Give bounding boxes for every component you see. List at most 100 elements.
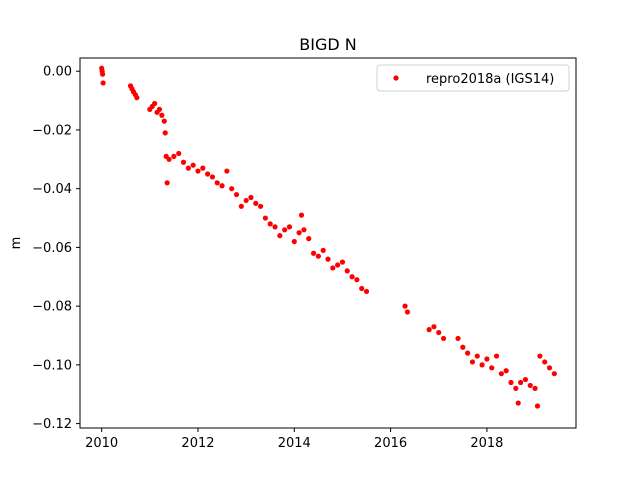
y-tick-label: −0.08 xyxy=(32,300,72,315)
data-point xyxy=(257,203,264,209)
data-point xyxy=(546,365,553,371)
data-point xyxy=(522,376,529,383)
data-point xyxy=(238,203,244,209)
x-tick-label: 2016 xyxy=(374,436,407,451)
data-point xyxy=(229,186,235,192)
data-point xyxy=(306,236,312,242)
data-point xyxy=(310,250,317,256)
data-point xyxy=(354,277,360,283)
data-point xyxy=(298,212,305,218)
data-point xyxy=(190,162,196,168)
data-point xyxy=(508,379,514,386)
data-point xyxy=(159,112,165,118)
x-tick-label: 2014 xyxy=(278,436,311,451)
data-point xyxy=(262,215,268,221)
data-point xyxy=(100,80,106,86)
data-point xyxy=(527,382,533,389)
data-point xyxy=(489,365,495,371)
data-point xyxy=(243,197,249,204)
data-point xyxy=(363,288,370,295)
data-point xyxy=(344,268,350,274)
data-point xyxy=(518,379,524,386)
data-point xyxy=(195,168,201,174)
plot-frame xyxy=(79,57,577,429)
data-point xyxy=(484,356,490,362)
data-point xyxy=(404,309,411,315)
data-point xyxy=(542,359,548,365)
data-point xyxy=(209,174,216,180)
legend-marker xyxy=(393,75,399,81)
data-point xyxy=(455,335,461,342)
data-point xyxy=(156,106,163,112)
x-axis: 2010 2012 2014 2016 2018 xyxy=(85,428,503,451)
data-point xyxy=(161,118,167,124)
data-point xyxy=(248,194,254,201)
data-point xyxy=(440,335,447,342)
data-point xyxy=(537,353,543,359)
data-point xyxy=(320,247,326,253)
data-point xyxy=(551,371,557,377)
data-point xyxy=(402,303,408,309)
data-point xyxy=(532,385,538,391)
data-point xyxy=(474,353,480,359)
legend-box xyxy=(376,64,570,92)
data-point xyxy=(339,259,346,265)
data-point xyxy=(166,156,172,162)
data-point xyxy=(152,100,158,107)
data-point xyxy=(515,400,521,406)
y-tick-label: 0.00 xyxy=(43,65,72,80)
data-points xyxy=(99,65,557,409)
y-axis-label: m xyxy=(9,237,24,250)
x-tick-label: 2012 xyxy=(181,436,214,451)
data-point xyxy=(134,95,140,101)
data-point xyxy=(162,130,168,136)
data-point xyxy=(291,238,297,245)
x-tick-label: 2010 xyxy=(85,436,118,451)
data-point xyxy=(465,350,471,356)
data-point xyxy=(224,168,230,174)
data-point xyxy=(513,385,519,391)
data-point xyxy=(100,71,106,77)
data-point xyxy=(214,180,220,186)
legend: repro2018a (IGS14) xyxy=(376,64,570,92)
data-point xyxy=(534,403,541,409)
data-point xyxy=(205,171,211,177)
y-tick-label: −0.06 xyxy=(32,241,72,256)
data-point xyxy=(272,224,278,230)
data-point xyxy=(219,183,225,189)
data-point xyxy=(176,150,182,157)
data-point xyxy=(493,353,500,359)
data-point xyxy=(286,224,293,230)
data-point xyxy=(479,362,485,368)
y-tick-label: −0.10 xyxy=(32,358,72,373)
data-point xyxy=(503,368,509,374)
legend-label: repro2018a (IGS14) xyxy=(426,72,554,87)
y-tick-label: −0.02 xyxy=(32,123,72,138)
data-point xyxy=(498,371,504,377)
y-tick-label: −0.04 xyxy=(32,182,72,197)
data-point xyxy=(469,359,476,365)
data-point xyxy=(426,327,432,333)
x-tick-label: 2018 xyxy=(470,436,503,451)
data-point xyxy=(200,165,206,171)
data-point xyxy=(164,180,170,186)
data-point xyxy=(431,324,437,330)
data-point xyxy=(185,165,191,171)
data-point xyxy=(171,153,177,159)
data-point xyxy=(277,233,283,239)
data-point xyxy=(436,329,442,336)
y-axis: 0.00 −0.02 −0.04 −0.06 −0.08 −0.10 −0.12 xyxy=(32,65,80,432)
data-point xyxy=(460,344,466,350)
data-point xyxy=(301,227,307,233)
data-point xyxy=(330,265,336,271)
y-tick-label: −0.12 xyxy=(32,417,72,432)
data-point xyxy=(315,253,321,259)
data-point xyxy=(335,262,341,268)
data-point xyxy=(349,274,355,280)
data-point xyxy=(359,285,365,292)
chart-title: BIGD N xyxy=(299,35,356,54)
data-point xyxy=(296,230,302,236)
data-point xyxy=(282,227,288,233)
data-point xyxy=(233,191,240,198)
